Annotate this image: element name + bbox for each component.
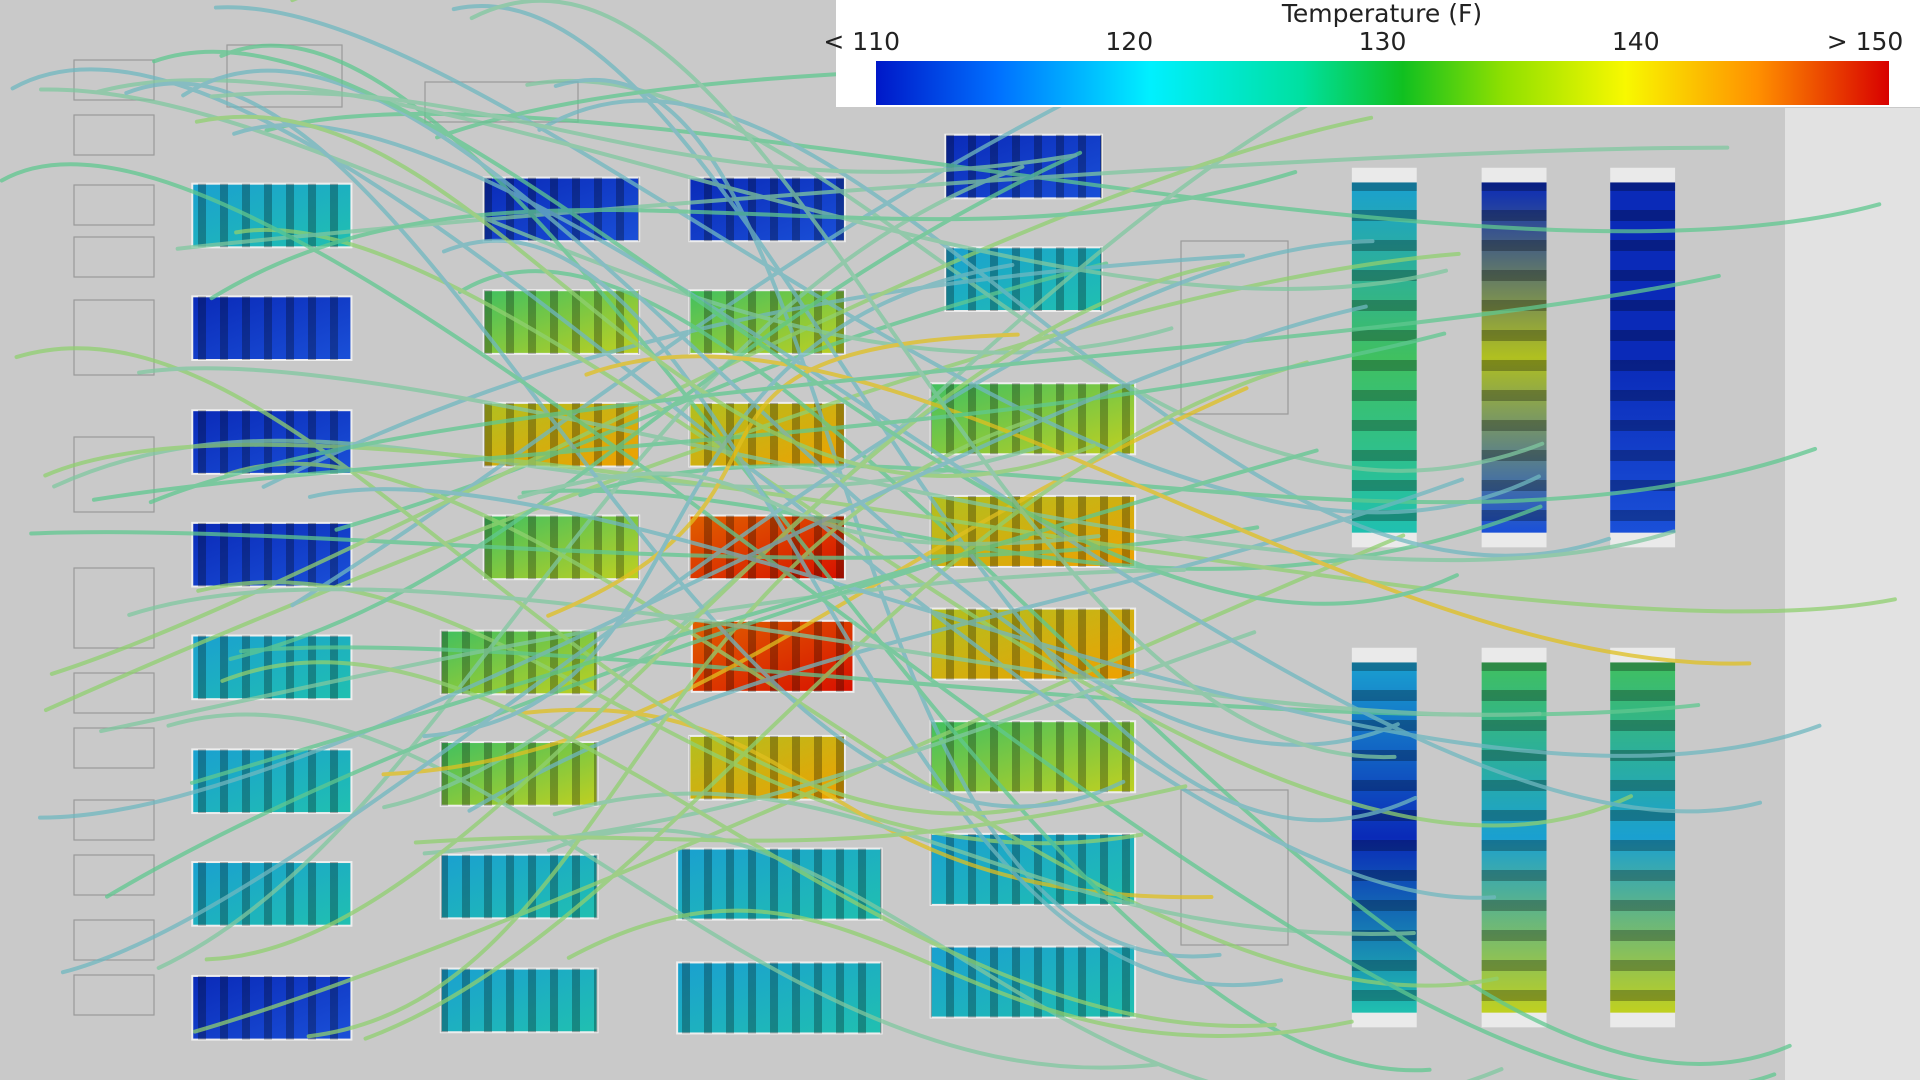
rack-slats [483,290,640,354]
streamline [91,331,1447,502]
streamline [39,87,1174,355]
streamline [105,448,1319,899]
streamline [137,366,1676,563]
streamline [525,78,1545,473]
wall [1785,108,1920,1080]
streamline [99,567,1187,734]
streamline [209,90,1078,174]
streamline [566,908,1354,1039]
streamline [537,98,1612,558]
streamline [220,660,1277,1028]
streamline [553,77,1222,959]
rack-slats [1481,662,1547,1013]
streamline [152,49,1459,606]
streamline [219,43,1432,1073]
streamline [422,630,1257,856]
streamline [124,81,1126,809]
streamline [43,442,1897,614]
streamline [0,162,1777,1080]
rack-slats [1481,182,1547,533]
streamline [224,461,1499,988]
streamline [469,0,1397,759]
streamline [14,346,1058,816]
streamline [95,78,1449,291]
rack-slats [192,296,352,360]
streamline [306,418,1035,1039]
rack-slats [1610,662,1676,1013]
streamline [584,354,1752,666]
colorbar-tick-label: > 150 [1827,27,1904,56]
streamline [467,477,1465,813]
streamline [457,269,1792,1066]
rack-slats [1351,182,1417,533]
streamline [127,587,1542,717]
streamline [546,332,1020,618]
streamline [194,114,1096,478]
streamline [192,533,1406,1034]
colorbar: Temperature (F) < 110 120 130 140 > 150 [823,0,1920,107]
streamline [422,262,1015,739]
streamline [363,360,1309,1041]
streamline [552,791,1416,936]
colorbar-tick-label: < 110 [823,27,900,56]
colorbar-tick-label: 140 [1612,27,1660,56]
streamline [232,123,1763,814]
colorbar-gradient [876,61,1889,105]
streamline [307,487,1822,758]
rack-slats [440,742,598,806]
streamline [148,273,1721,505]
streamline [234,228,1634,828]
colorbar-tick-label: 120 [1105,27,1153,56]
streamline [38,304,1368,820]
streamline [49,115,1374,676]
streamline [29,525,1260,560]
streamline [166,712,1159,1070]
streamline [175,145,1730,251]
streamline [209,170,1298,301]
streamline [156,164,1025,970]
streamline [546,827,1504,1080]
streamline [521,488,1543,571]
streamline [451,4,1418,822]
colorbar-title: Temperature (F) [1281,0,1482,28]
streamline [189,534,1029,785]
rack-slats [440,968,598,1033]
rack-slats [1610,182,1676,533]
colorbar-tick-label: 130 [1359,27,1407,56]
streamline [213,5,1541,515]
streamline [413,784,1188,845]
rack-slats [440,854,598,919]
streamline [517,471,1101,546]
